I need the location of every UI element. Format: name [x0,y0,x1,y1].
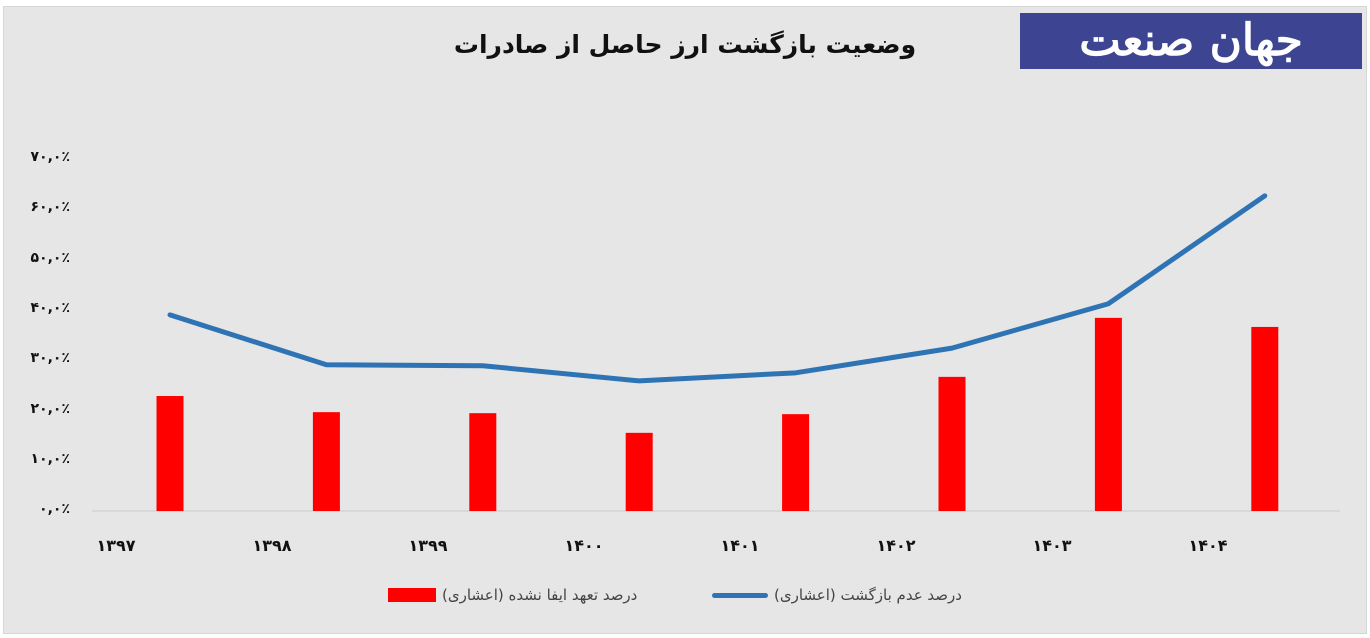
bar [1251,326,1279,511]
legend: درصد عدم بازگشت (اعشاری) درصد تعهد ایفا … [0,586,1370,610]
y-tick: ۶۰,۰٪ [30,199,71,215]
bar [312,412,340,511]
bar [1094,317,1122,511]
chart-frame [3,6,1367,634]
line-series [167,193,1268,384]
y-tick: ۳۰,۰٪ [30,350,71,366]
x-tick: ۱۳۹۷ [96,536,136,555]
y-tick: ۴۰,۰٪ [30,300,71,316]
x-tick: ۱۴۰۴ [1188,536,1228,555]
logo-text: جهان صنعت [1079,15,1304,66]
legend-bar-label: درصد تعهد ایفا نشده (اعشاری) [442,586,638,604]
y-tick: ۷۰,۰٪ [30,149,71,165]
bar [625,432,653,511]
bar [469,413,497,511]
x-tick: ۱۳۹۸ [252,536,292,555]
legend-item-line: درصد عدم بازگشت (اعشاری) [712,586,962,604]
legend-item-bar: درصد تعهد ایفا نشده (اعشاری) [388,586,637,604]
bar [938,376,966,511]
bar-series [156,317,1279,511]
x-tick: ۱۴۰۱ [720,536,760,555]
y-tick: ۵۰,۰٪ [30,250,71,266]
x-tick: ۱۴۰۳ [1032,536,1072,555]
x-tick: ۱۳۹۹ [408,536,448,555]
bar [156,396,184,511]
y-tick: ۰,۰٪ [39,501,70,517]
x-tick: ۱۴۰۰ [564,536,604,555]
chart-title: وضعیت بازگشت ارز حاصل از صادرات [453,30,917,59]
bar [782,414,810,511]
y-tick: ۲۰,۰٪ [30,401,71,417]
logo: جهان صنعت [1020,13,1362,69]
legend-bar-swatch [388,588,436,602]
legend-line-swatch [712,592,768,598]
legend-line-label: درصد عدم بازگشت (اعشاری) [774,586,962,604]
x-tick: ۱۴۰۲ [876,536,916,555]
y-tick: ۱۰,۰٪ [30,451,71,467]
